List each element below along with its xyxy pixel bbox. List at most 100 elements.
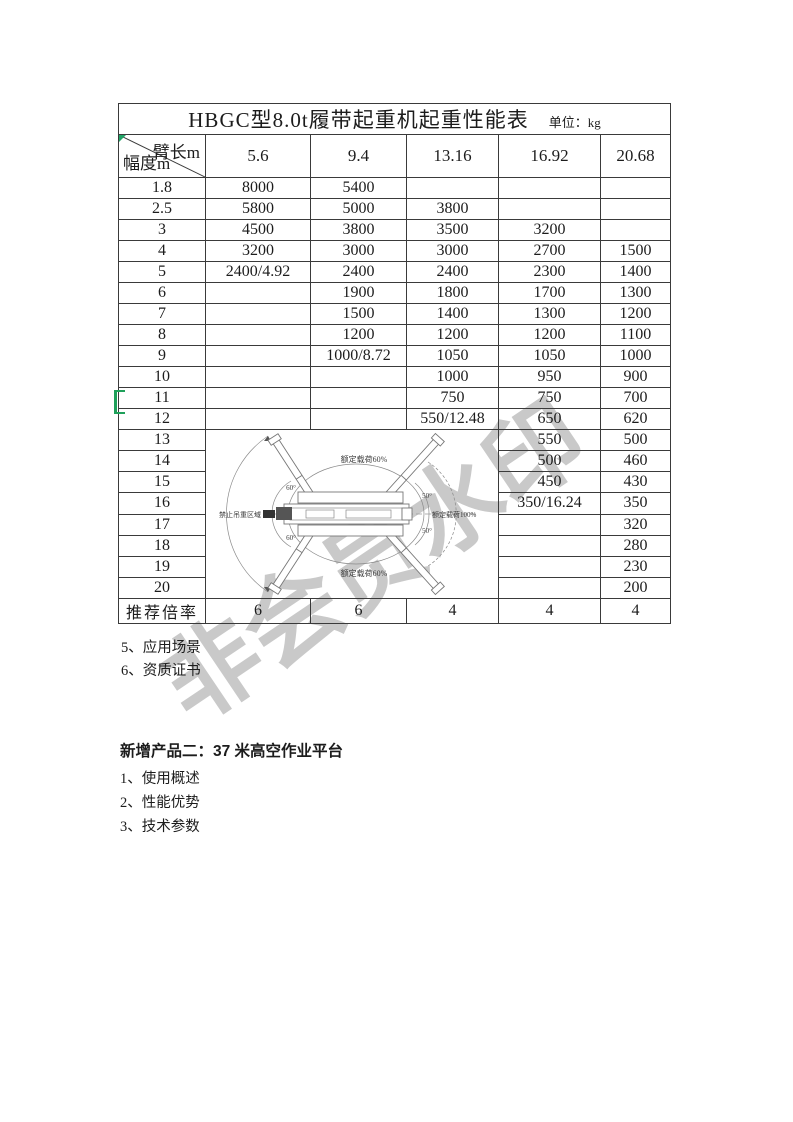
- notes-after-table: 5、应用场景 6、资质证书: [121, 637, 201, 683]
- load-value-cell: 620: [600, 408, 671, 430]
- load-value-cell: 1200: [310, 324, 407, 346]
- load-value-cell: 1800: [406, 282, 499, 304]
- table-title: HBGC型8.0t履带起重机起重性能表: [188, 108, 529, 132]
- load-value-cell: 1400: [406, 303, 499, 325]
- corner-label-radius: 幅度m: [123, 154, 171, 173]
- radius-cell: 14: [118, 450, 206, 473]
- load-value-cell: 1500: [310, 303, 407, 325]
- load-value-cell: 1200: [600, 303, 671, 325]
- load-value-cell: 1500: [600, 240, 671, 262]
- load-value-cell: 2400/4.92: [205, 261, 311, 283]
- crane-performance-table: HBGC型8.0t履带起重机起重性能表 单位：kg 臂长m 幅度m 5.6 9.4 1…: [118, 103, 671, 624]
- load-value-cell: 320: [600, 513, 671, 536]
- load-value-cell: [498, 513, 601, 536]
- outrigger-upper-left: [267, 433, 314, 497]
- load-value-cell: 1100: [600, 324, 671, 346]
- diagram-label-left: 禁止吊重区域: [219, 510, 261, 519]
- radius-cell: 13: [118, 428, 206, 452]
- load-value-cell: 550/12.48: [406, 408, 499, 430]
- comment-flag-icon: [119, 135, 126, 142]
- load-value-cell: [600, 219, 671, 241]
- footer-value-cell: 4: [498, 598, 601, 624]
- table-row: 1.8 8000 5400: [118, 177, 671, 199]
- diagram-label-bottom: 额定载荷60%: [341, 568, 388, 578]
- radius-cell: 6: [118, 282, 206, 304]
- load-value-cell: [205, 282, 311, 304]
- table-title-cell: HBGC型8.0t履带起重机起重性能表 单位：kg: [118, 103, 671, 135]
- table-row: 17 320: [118, 513, 671, 536]
- load-value-cell: [498, 555, 601, 578]
- load-value-cell: 550: [498, 428, 601, 452]
- radius-cell: 8: [118, 324, 206, 346]
- load-value-cell: 5400: [310, 177, 407, 199]
- radius-cell: 2.5: [118, 198, 206, 220]
- load-value-cell: 1300: [600, 282, 671, 304]
- section-item: 3、技术参数: [120, 819, 200, 835]
- corner-label-arm: 臂长m: [152, 143, 200, 162]
- crane-outrigger-diagram: 额定载荷60% 额定载荷60% 禁止吊重区域 额定载荷100% 60° 60° …: [205, 429, 499, 599]
- load-value-cell: 650: [498, 408, 601, 430]
- unit-label: 单位：kg: [548, 115, 601, 130]
- radius-cell: 15: [118, 471, 206, 494]
- radius-cell: 16: [118, 492, 206, 515]
- load-value-cell: 3000: [406, 240, 499, 262]
- section-item: 1、使用概述: [120, 771, 200, 787]
- load-value-cell: [600, 177, 671, 199]
- footer-value-cell: 4: [600, 598, 671, 624]
- load-value-cell: 3800: [310, 219, 407, 241]
- diagram-angle-upper-left: 60°: [286, 484, 296, 492]
- footer-label-cell: 推荐倍率: [118, 598, 206, 624]
- load-value-cell: 1200: [406, 324, 499, 346]
- table-row: 8 1200 1200 1200 1100: [118, 324, 671, 346]
- diagram-label-top: 额定载荷60%: [341, 454, 388, 464]
- load-value-cell: [406, 177, 499, 199]
- load-value-cell: 3500: [406, 219, 499, 241]
- radius-cell: 20: [118, 576, 206, 600]
- table-row: 2.5 5800 5000 3800: [118, 198, 671, 220]
- load-value-cell: [205, 366, 311, 388]
- footer-value-cell: 6: [310, 598, 407, 624]
- table-row: 20 200: [118, 576, 671, 600]
- table-row: 18 280: [118, 534, 671, 557]
- load-value-cell: [205, 408, 311, 430]
- load-value-cell: 2300: [498, 261, 601, 283]
- section-item-list: 1、使用概述 2、性能优势 3、技术参数: [120, 767, 343, 839]
- footer-value-cell: 6: [205, 598, 311, 624]
- radius-cell: 9: [118, 345, 206, 367]
- table-row: 10 1000 950 900: [118, 366, 671, 388]
- load-value-cell: 280: [600, 534, 671, 557]
- load-value-cell: [205, 303, 311, 325]
- load-value-cell: [205, 387, 311, 409]
- radius-cell: 4: [118, 240, 206, 262]
- diagram-angle-lower-left: 60°: [286, 534, 296, 542]
- radius-cell: 5: [118, 261, 206, 283]
- radius-cell: 17: [118, 513, 206, 536]
- load-value-cell: 1400: [600, 261, 671, 283]
- crane-top-view-drawing: 额定载荷60% 额定载荷60% 禁止吊重区域 额定载荷100% 60° 60° …: [219, 432, 478, 596]
- section-product-2: 新增产品二：37 米高空作业平台 1、使用概述 2、性能优势 3、技术参数: [120, 741, 343, 839]
- table-row: 7 1500 1400 1300 1200: [118, 303, 671, 325]
- table-row: 11 750 750 700: [118, 387, 671, 409]
- table-row: 6 1900 1800 1700 1300: [118, 282, 671, 304]
- load-value-cell: 750: [498, 387, 601, 409]
- load-value-cell: [600, 198, 671, 220]
- radius-cell: 18: [118, 534, 206, 557]
- load-value-cell: 1200: [498, 324, 601, 346]
- load-value-cell: [498, 177, 601, 199]
- table-row: 19 230: [118, 555, 671, 578]
- section-heading: 新增产品二：37 米高空作业平台: [120, 743, 344, 760]
- arm-length-cell: 16.92: [498, 134, 601, 178]
- load-value-cell: 3000: [310, 240, 407, 262]
- table-row: 9 1000/8.72 1050 1050 1000: [118, 345, 671, 367]
- load-value-cell: 700: [600, 387, 671, 409]
- arm-length-cell: 13.16: [406, 134, 499, 178]
- corner-header-cell: 臂长m 幅度m: [118, 134, 206, 178]
- load-value-cell: 3200: [498, 219, 601, 241]
- load-value-cell: 1050: [498, 345, 601, 367]
- title-row: HBGC型8.0t履带起重机起重性能表 单位：kg: [118, 103, 671, 135]
- diagram-angle-upper-right: 50°: [422, 492, 432, 500]
- load-value-cell: 2400: [406, 261, 499, 283]
- load-value-cell: 5800: [205, 198, 311, 220]
- load-value-cell: 500: [498, 450, 601, 473]
- load-value-cell: 950: [498, 366, 601, 388]
